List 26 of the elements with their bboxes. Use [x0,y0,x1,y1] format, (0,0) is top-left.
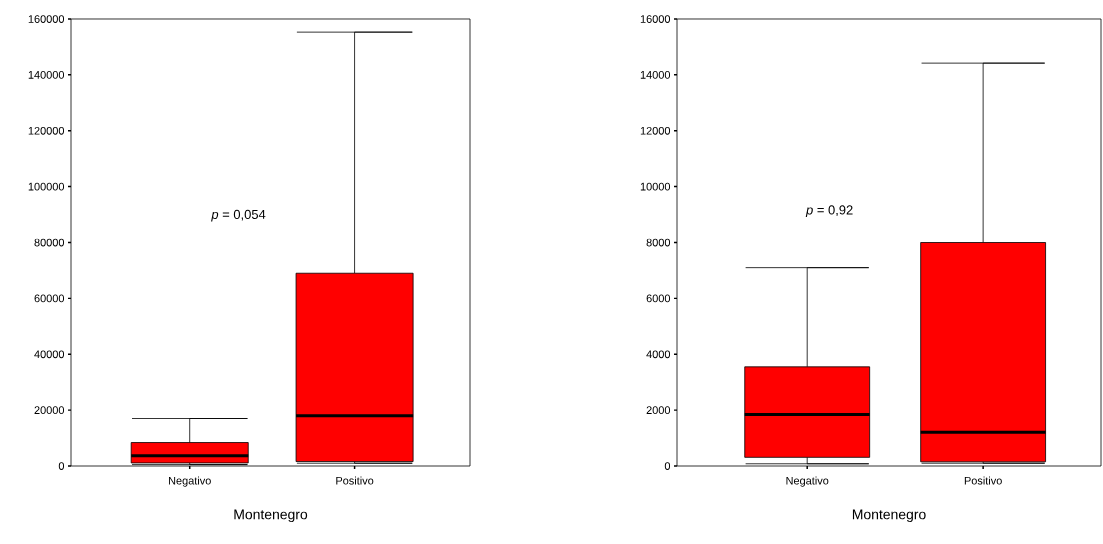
y-tick-label: 10000 [640,182,671,191]
annotation: p = 0,92 [805,205,853,218]
x-axis-title: Montenegro [234,509,308,523]
x-tick-label: Positivo [336,476,374,485]
x-tick-label: Negativo [168,476,211,487]
y-tick-label: 0 [58,462,65,470]
y-tick-label: 0 [664,462,671,470]
y-tick-label: 60000 [34,294,65,303]
y-tick-label: 8000 [646,238,671,247]
x-axis-title: Montenegro [852,509,926,523]
y-tick-label: 14000 [640,71,671,79]
y-tick-label: 40000 [34,350,65,359]
y-tick-label: 6000 [646,294,671,303]
x-tick-label: Positivo [964,476,1002,485]
y-tick-label: 12000 [640,126,671,135]
y-tick-label: 160000 [28,15,65,23]
y-tick-label: 2000 [646,406,671,415]
y-tick-label: 16000 [640,15,671,23]
annotation: p = 0,054 [211,209,266,222]
y-tick-label: 4000 [646,350,671,359]
y-tick-label: 140000 [28,71,65,79]
x-tick-label: Negativo [786,476,829,487]
y-tick-label: 120000 [28,126,65,135]
y-tick-label: 20000 [34,406,65,415]
y-tick-label: 80000 [34,238,65,247]
y-tick-label: 100000 [28,182,65,191]
